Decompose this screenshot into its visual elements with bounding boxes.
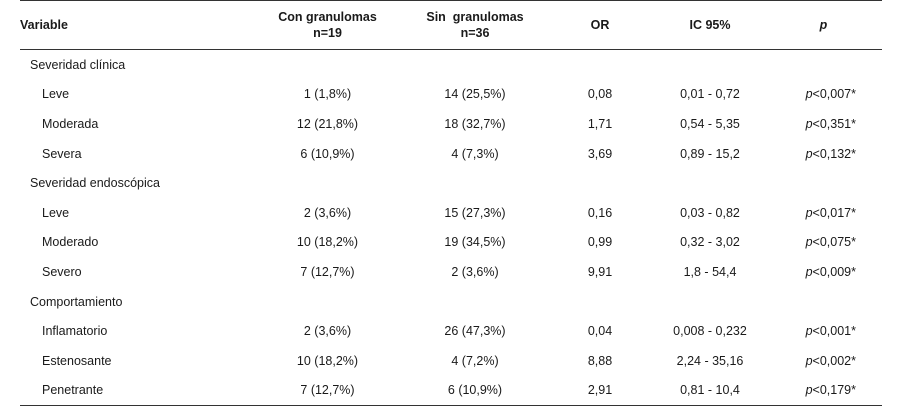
cell-con-granulomas: 1 (1,8%) [303,87,352,102]
table-row: Severo 7 (12,7%) 2 (3,6%) 9,91 1,8 - 54,4 p<0… [20,257,882,287]
header-p: p [765,0,882,50]
header-con-granulomas: Con granulomas n=19 [250,0,405,50]
table-row: Leve 1 (1,8%) 14 (25,5%) 0,08 0,01 - 0,72 p<0… [20,80,882,110]
p-number: <0,075* [812,235,856,250]
group-row: Comportamiento [20,287,882,317]
p-number: <0,007* [812,87,856,102]
cell-or: 0,99 [587,235,613,250]
cell-ic: 0,32 - 3,02 [680,235,740,250]
p-number: <0,002* [812,353,856,368]
row-label: Estenosante [42,353,112,368]
p-number: <0,001* [812,324,856,339]
cell-con-granulomas: 2 (3,6%) [303,324,352,339]
cell-p-value: p<0,179* [765,375,882,407]
cell-con-granulomas: 6 (10,9%) [300,146,355,161]
cell-p-value: p<0,002* [765,346,882,376]
p-prefix: p [805,235,813,250]
group-title: Severidad endoscópica [30,176,160,191]
group-row: Severidad endoscópica [20,168,882,198]
cell-or: 0,16 [587,205,613,220]
p-prefix: p [805,116,813,131]
table-row: Severa 6 (10,9%) 4 (7,3%) 3,69 0,89 - 15,2 p<… [20,139,882,169]
cell-sin-granulomas: 19 (34,5%) [444,235,506,250]
cell-or: 2,91 [545,375,655,407]
cell-con-granulomas: 7 (12,7%) [250,375,405,407]
results-table: Variable Con granulomas n=19 Sin granulo… [20,0,882,407]
cell-p-value: p<0,001* [765,316,882,346]
group-title: Severidad clínica [30,57,126,72]
cell-ic: 0,01 - 0,72 [680,87,740,102]
row-label: Penetrante [20,375,250,407]
cell-sin-granulomas: 4 (7,3%) [451,146,499,161]
table-row: Moderada 12 (21,8%) 18 (32,7%) 1,71 0,54 - 5… [20,109,882,139]
table-header-row: Variable Con granulomas n=19 Sin granulo… [20,0,882,50]
cell-sin-granulomas: 26 (47,3%) [444,324,506,339]
cell-sin-granulomas: 15 (27,3%) [444,205,506,220]
cell-p-value: p<0,017* [765,198,882,228]
p-prefix: p [805,324,813,339]
cell-or: 1,71 [587,116,613,131]
p-prefix: p [805,146,813,161]
p-prefix: p [805,205,813,220]
table-row: Moderado 10 (18,2%) 19 (34,5%) 0,99 0,32 - 3… [20,228,882,258]
cell-sin-granulomas: 18 (32,7%) [444,116,506,131]
cell-or: 3,69 [587,146,613,161]
cell-ic: 0,81 - 10,4 [655,375,765,407]
cell-or: 8,88 [587,353,613,368]
p-prefix: p [805,353,813,368]
cell-p-value: p<0,132* [765,139,882,169]
table-row: Leve 2 (3,6%) 15 (27,3%) 0,16 0,03 - 0,82 p<0… [20,198,882,228]
cell-sin-granulomas: 6 (10,9%) [405,375,545,407]
p-number: <0,017* [812,205,856,220]
row-label: Leve [42,87,70,102]
row-label: Moderado [42,235,99,250]
cell-con-granulomas: 10 (18,2%) [296,353,359,368]
row-label: Severa [42,146,82,161]
cell-con-granulomas: 12 (21,8%) [296,116,359,131]
cell-sin-granulomas: 2 (3,6%) [451,264,499,279]
header-or: OR [545,0,655,50]
cell-p-value: p<0,075* [765,228,882,258]
p-prefix: p [805,87,813,102]
cell-sin-granulomas: 4 (7,2%) [451,353,499,368]
p-prefix: p [805,264,813,279]
header-sin-granulomas: Sin granulomas n=36 [405,0,545,50]
row-label: Inflamatorio [42,324,108,339]
cell-or: 9,91 [587,264,613,279]
row-label: Severo [42,264,82,279]
p-number: <0,351* [812,116,856,131]
cell-ic: 0,008 - 0,232 [673,324,747,339]
table-row: Penetrante 7 (12,7%) 6 (10,9%) 2,91 0,81 - 1… [20,375,882,407]
cell-p-value: p<0,351* [765,109,882,139]
group-row: Severidad clínica [20,50,882,80]
header-variable: Variable [20,0,250,50]
cell-ic: 1,8 - 54,4 [683,264,737,279]
table-row: Inflamatorio 2 (3,6%) 26 (47,3%) 0,04 0,008 … [20,316,882,346]
cell-or: 0,04 [587,324,613,339]
row-label: Moderada [42,116,99,131]
table-row: Estenosante 10 (18,2%) 4 (7,2%) 8,88 2,24 - … [20,346,882,376]
cell-p-value: p<0,007* [765,80,882,110]
header-ic: IC 95% [655,0,765,50]
p-number: <0,009* [812,264,856,279]
cell-con-granulomas: 10 (18,2%) [296,235,359,250]
cell-or: 0,08 [587,87,613,102]
cell-ic: 0,03 - 0,82 [680,205,740,220]
group-title: Comportamiento [30,294,123,309]
p-number: <0,132* [812,146,856,161]
cell-con-granulomas: 7 (12,7%) [300,264,355,279]
results-table-container: Variable Con granulomas n=19 Sin granulo… [20,0,882,407]
p-prefix: p [805,383,813,398]
row-label: Leve [42,205,70,220]
cell-ic: 2,24 - 35,16 [676,353,744,368]
cell-sin-granulomas: 14 (25,5%) [444,87,506,102]
cell-ic: 0,54 - 5,35 [680,116,740,131]
table-body: Severidad clínica Leve 1 (1,8%) 14 (25,5%) 0… [20,50,882,407]
p-number: <0,179* [812,383,856,398]
cell-con-granulomas: 2 (3,6%) [303,205,352,220]
cell-p-value: p<0,009* [765,257,882,287]
cell-ic: 0,89 - 15,2 [680,146,740,161]
